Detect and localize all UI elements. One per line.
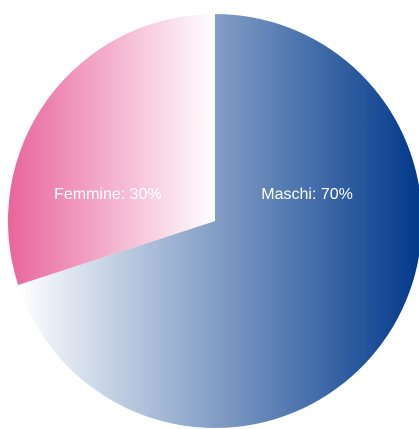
- data-label: Femmine: 30%: [54, 186, 162, 203]
- pie-slice: [18, 14, 419, 428]
- data-label: Maschi: 70%: [261, 186, 353, 203]
- pie-slice: [7, 14, 215, 285]
